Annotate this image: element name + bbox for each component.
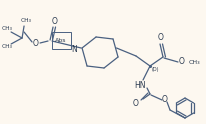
- Text: (D): (D): [151, 67, 159, 73]
- Text: O: O: [33, 40, 39, 48]
- Text: CH₃: CH₃: [187, 60, 199, 64]
- Text: O: O: [161, 94, 167, 104]
- Text: O: O: [157, 33, 163, 43]
- Text: Abs: Abs: [55, 37, 67, 43]
- Text: O: O: [132, 99, 138, 108]
- Text: HN: HN: [134, 80, 145, 90]
- Text: CH₃: CH₃: [2, 27, 13, 31]
- Text: O: O: [51, 16, 57, 26]
- Text: CH₃: CH₃: [20, 18, 31, 24]
- Text: O: O: [178, 58, 184, 66]
- FancyBboxPatch shape: [51, 31, 70, 48]
- Text: N: N: [71, 45, 77, 53]
- Text: CH₃: CH₃: [2, 45, 13, 49]
